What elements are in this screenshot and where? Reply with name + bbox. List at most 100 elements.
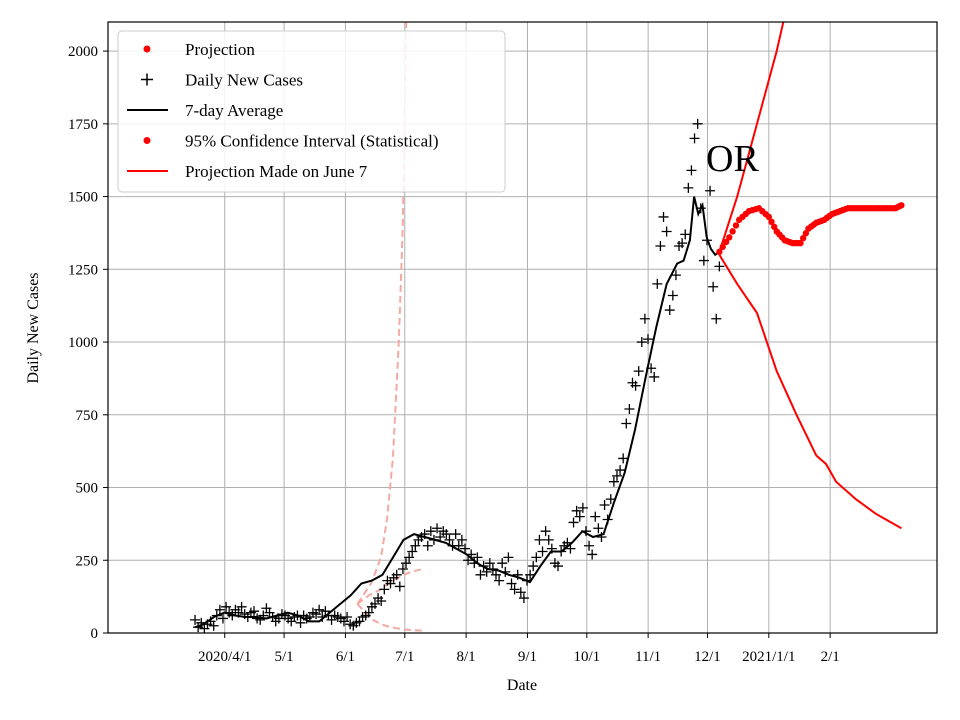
daily-case-point <box>680 229 691 240</box>
daily-case-point <box>692 118 703 129</box>
x-tick-label: 2020/4/1 <box>198 649 251 665</box>
daily-case-point <box>590 511 601 522</box>
legend-label: 7-day Average <box>185 101 283 120</box>
daily-case-point <box>661 226 672 237</box>
annotation-label: OR <box>706 138 759 180</box>
legend-entry: 95% Confidence Interval (Statistical) <box>143 132 439 151</box>
daily-case-point <box>593 523 604 534</box>
daily-case-point <box>404 552 415 563</box>
daily-case-point <box>456 534 467 545</box>
projection-point <box>716 248 723 256</box>
x-axis-label: Date <box>507 677 537 694</box>
legend-label: Projection <box>185 40 255 59</box>
daily-case-point <box>630 380 641 391</box>
daily-case-point <box>394 581 405 592</box>
daily-case-point <box>221 601 232 612</box>
legend-swatch-dot <box>143 45 151 53</box>
daily-case-point <box>568 517 579 528</box>
daily-case-point <box>376 595 387 606</box>
daily-case-point <box>711 313 722 324</box>
legend-label: Projection Made on June 7 <box>185 162 368 181</box>
daily-case-point <box>643 334 654 345</box>
y-tick-label: 1500 <box>68 190 98 206</box>
daily-case-point <box>497 558 508 569</box>
daily-case-point <box>407 546 418 557</box>
june-projection-band-2 <box>356 568 423 605</box>
projection-point <box>799 234 807 242</box>
daily-case-point <box>667 290 678 301</box>
daily-case-point <box>587 549 598 560</box>
x-tick-label: 11/1 <box>635 649 661 665</box>
daily-case-point <box>295 617 306 628</box>
legend-label: 95% Confidence Interval (Statistical) <box>185 132 439 151</box>
june7-projection-bound-1 <box>718 254 902 530</box>
projection-point <box>768 218 775 226</box>
daily-case-point <box>708 281 719 292</box>
daily-case-point <box>217 613 228 624</box>
daily-case-point <box>571 505 582 516</box>
daily-case-point <box>621 418 632 429</box>
daily-case-point <box>450 529 461 540</box>
daily-case-point <box>649 371 660 382</box>
daily-case-point <box>490 569 501 580</box>
daily-case-point <box>633 366 644 377</box>
x-tick-label: 9/1 <box>518 649 537 665</box>
x-tick-label: 6/1 <box>336 649 355 665</box>
y-tick-label: 1250 <box>68 262 98 278</box>
legend-entry: Projection Made on June 7 <box>127 162 368 181</box>
daily-case-point <box>652 278 663 289</box>
axis-ticks: 2020/4/1 5/1 6/1 7/1 8/1 9/1 10/1 11/1 12/1 2021/… <box>68 44 840 665</box>
plot-area <box>190 22 905 633</box>
daily-case-point <box>249 606 260 617</box>
y-tick-label: 1750 <box>68 117 98 133</box>
daily-case-point <box>509 584 520 595</box>
daily-case-point <box>540 526 551 537</box>
daily-case-point <box>236 601 247 612</box>
x-tick-label: 8/1 <box>457 649 476 665</box>
daily-case-point <box>528 561 539 572</box>
legend-entry: Daily New Cases <box>141 71 303 90</box>
daily-case-point <box>391 569 402 580</box>
projection-point <box>898 202 905 209</box>
daily-case-point <box>683 182 694 193</box>
daily-case-point <box>214 604 225 615</box>
y-tick-label: 250 <box>76 553 99 569</box>
daily-case-point <box>689 133 700 144</box>
legend-box <box>117 30 506 193</box>
daily-case-point <box>385 578 396 589</box>
projection-point <box>732 222 740 229</box>
daily-case-point <box>636 337 647 348</box>
legend-entry: Projection <box>143 40 255 59</box>
y-tick-label: 1000 <box>68 335 98 351</box>
legend-label: Daily New Cases <box>185 71 303 90</box>
daily-case-point <box>639 313 650 324</box>
legend-swatch-plus <box>141 73 153 86</box>
daily-case-point <box>658 211 669 222</box>
daily-case-point <box>472 552 483 563</box>
daily-case-point <box>432 523 443 534</box>
daily-case-point <box>624 403 635 414</box>
daily-case-point <box>459 543 470 554</box>
daily-case-point <box>208 620 219 631</box>
daily-case-point <box>686 165 697 176</box>
daily-case-point <box>342 611 353 622</box>
y-tick-label: 750 <box>76 408 99 424</box>
june7-projection-bound-0 <box>718 22 785 253</box>
daily-case-point <box>534 534 545 545</box>
daily-case-point <box>484 558 495 569</box>
x-tick-label: 2021/1/1 <box>742 649 795 665</box>
daily-case-point <box>537 546 548 557</box>
y-axis-label: Daily New Cases <box>25 272 42 383</box>
daily-case-point <box>599 499 610 510</box>
projection-point <box>719 243 726 251</box>
daily-case-point <box>714 261 725 272</box>
daily-case-point <box>543 534 554 545</box>
daily-case-point <box>314 604 325 615</box>
x-tick-label: 7/1 <box>395 649 414 665</box>
projection-point <box>726 234 733 241</box>
daily-case-point <box>515 587 526 598</box>
daily-case-point <box>705 185 716 196</box>
daily-case-point <box>422 540 433 551</box>
daily-case-point <box>425 526 436 537</box>
daily-case-point <box>410 540 421 551</box>
